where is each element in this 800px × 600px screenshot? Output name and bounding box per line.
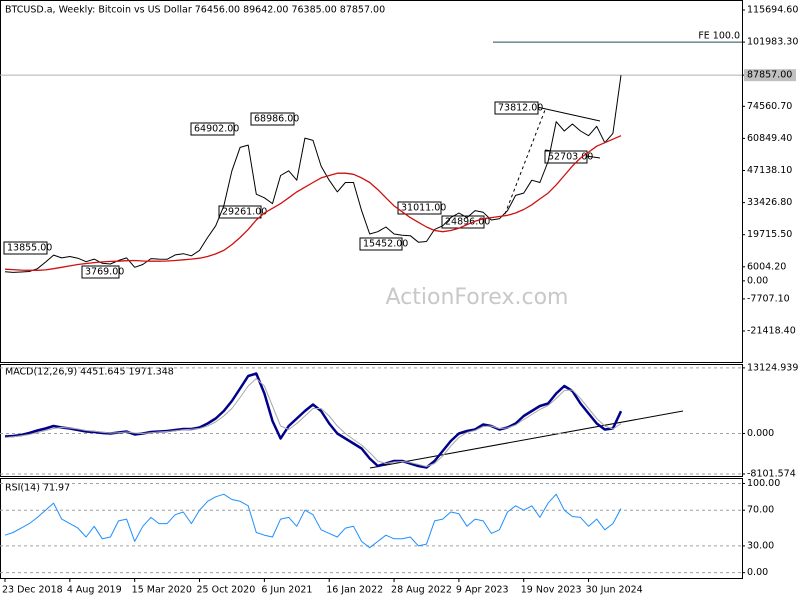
series-line bbox=[4, 75, 622, 273]
annotation: 24896.00 bbox=[441, 215, 490, 229]
x-tick-label: 6 Jun 2021 bbox=[261, 585, 312, 596]
y-tick-label: -8101.574 bbox=[747, 469, 796, 480]
macd-panel bbox=[0, 364, 743, 477]
annotation: 13855.00 bbox=[3, 241, 52, 255]
watermark: ActionForex.com bbox=[386, 285, 569, 310]
x-tick-label: 15 Mar 2020 bbox=[132, 585, 192, 596]
macd-title: MACD(12,26,9) 4451.645 1971.348 bbox=[5, 367, 174, 378]
y-tick-label: 115694.60 bbox=[747, 5, 798, 16]
annotation-text: 3769.00 bbox=[85, 267, 124, 278]
annotation-text: 73812.00 bbox=[498, 103, 543, 114]
x-tick-label: 23 Dec 2018 bbox=[2, 585, 63, 596]
chart-title: BTCUSD.a, Weekly: Bitcoin vs US Dollar 7… bbox=[5, 5, 385, 16]
y-tick-label: 100.00 bbox=[747, 478, 780, 489]
x-tick-label: 16 Jan 2022 bbox=[326, 585, 383, 596]
annotation: 3769.00 bbox=[81, 265, 124, 279]
x-tick-label: 28 Aug 2022 bbox=[391, 585, 452, 596]
y-tick-label: -21418.40 bbox=[747, 326, 796, 337]
annotation-text: 64902.00 bbox=[194, 124, 239, 135]
annotation-text: 15452.00 bbox=[363, 239, 408, 250]
annotation: 64902.00 bbox=[190, 122, 239, 136]
series-line bbox=[4, 135, 622, 271]
price-panel bbox=[0, 0, 743, 363]
y-tick-label: 13124.939 bbox=[747, 362, 798, 373]
x-tick-label: 30 Jun 2024 bbox=[586, 585, 643, 596]
annotations: 13855.00 3769.00 64902.00 68986.00 29261… bbox=[3, 101, 593, 279]
y-tick-label: 6004.20 bbox=[747, 261, 786, 272]
fe-label: FE 100.0 bbox=[698, 31, 740, 42]
macd-trend bbox=[369, 410, 684, 469]
y-tick-label: 70.00 bbox=[747, 505, 774, 516]
series-line bbox=[4, 372, 623, 469]
y-tick-label: 101983.30 bbox=[747, 37, 798, 48]
annotation-text: 29261.00 bbox=[222, 207, 267, 218]
y-tick-label: 19715.50 bbox=[747, 229, 792, 240]
y-tick-label: 87857.00 bbox=[747, 70, 792, 81]
dashed-trend bbox=[504, 109, 546, 215]
annotation: 15452.00 bbox=[359, 237, 408, 251]
x-tick-label: 25 Oct 2020 bbox=[197, 585, 256, 596]
annotation-text: 31011.00 bbox=[401, 203, 446, 214]
annotation-text: 24896.00 bbox=[445, 217, 490, 228]
annotation: 29261.00 bbox=[218, 205, 267, 219]
y-tick-label: 60849.40 bbox=[747, 133, 792, 144]
last-price-box bbox=[744, 69, 796, 82]
series-line bbox=[4, 378, 622, 467]
annotation-text: 52703.00 bbox=[548, 152, 593, 163]
x-tick-label: 19 Nov 2023 bbox=[521, 585, 582, 596]
y-tick-label: 47138.10 bbox=[747, 165, 792, 176]
annotation: 68986.00 bbox=[250, 112, 299, 126]
y-tick-label: 74560.70 bbox=[747, 101, 792, 112]
annotation-text: 68986.00 bbox=[254, 114, 299, 125]
annotation: 52703.00 bbox=[544, 150, 593, 164]
y-tick-label: 0.00 bbox=[747, 275, 768, 286]
y-tick-label: 0.00 bbox=[747, 567, 768, 578]
x-tick-label: 4 Aug 2019 bbox=[67, 585, 122, 596]
annotation: 31011.00 bbox=[397, 201, 446, 215]
y-tick-label: -7707.10 bbox=[747, 293, 790, 304]
y-tick-label: 0.000 bbox=[747, 428, 774, 439]
series-line bbox=[4, 493, 622, 549]
rsi-panel bbox=[0, 478, 743, 579]
x-tick-label: 9 Apr 2023 bbox=[456, 585, 509, 596]
y-tick-label: 30.00 bbox=[747, 540, 774, 551]
y-tick-label: 33426.80 bbox=[747, 197, 792, 208]
rsi-title: RSI(14) 71.97 bbox=[5, 483, 70, 494]
annotation-text: 13855.00 bbox=[7, 243, 52, 254]
annotation: 73812.00 bbox=[494, 101, 543, 115]
channel-top bbox=[536, 106, 601, 122]
